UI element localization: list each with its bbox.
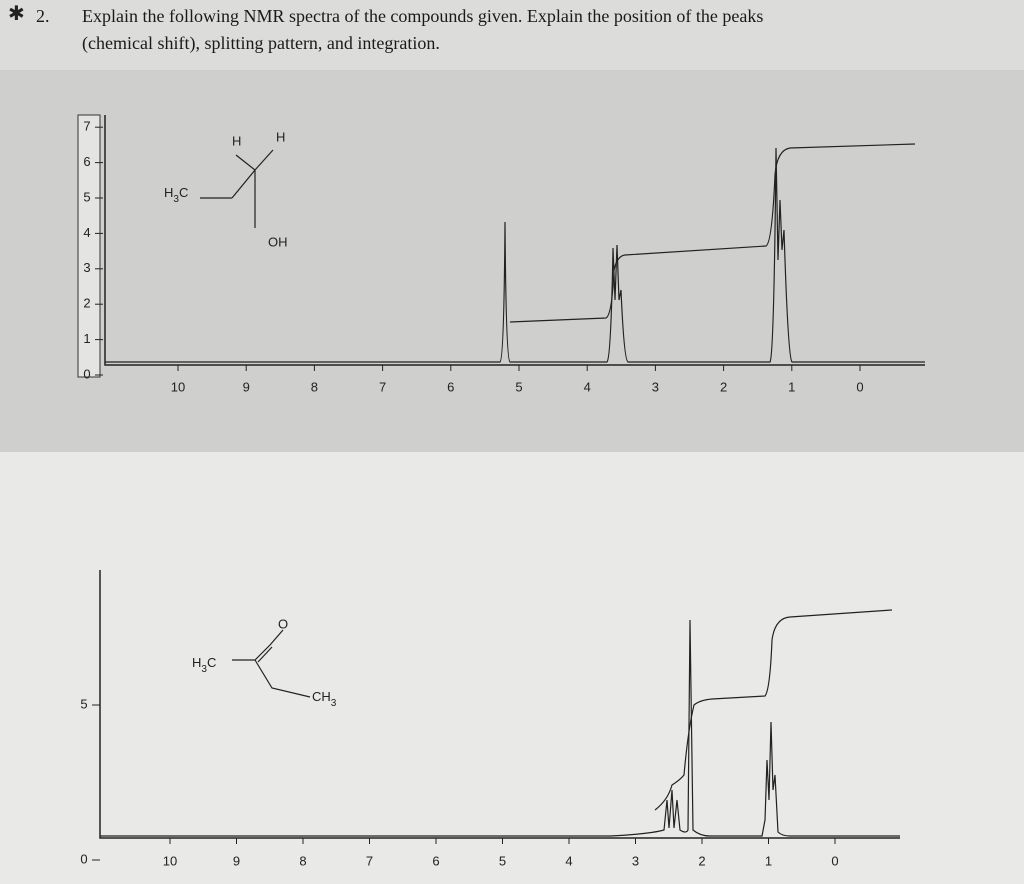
question-line: Explain the following NMR spectra of the… (82, 6, 763, 26)
y-tick-label: 0 (83, 366, 90, 381)
x-tick-label: 7 (366, 853, 373, 868)
bottom-panel (0, 452, 1024, 884)
x-tick-label: 7 (379, 379, 386, 394)
atom-label: H3C (192, 655, 216, 674)
x-tick-label: 8 (299, 853, 306, 868)
atom-label: H (276, 129, 285, 144)
x-tick-label: 3 (652, 379, 659, 394)
atom-label: OH (268, 234, 288, 249)
spectrum-1: H H H3C OH (77, 114, 925, 378)
integration-curve (654, 609, 893, 811)
atom-label: H (232, 133, 241, 148)
x-tick-label: 0 (856, 379, 863, 394)
y-tick-label: 7 (83, 119, 90, 134)
star-mark: ✱ (8, 3, 25, 25)
x-tick-label: 1 (788, 379, 795, 394)
x-tick-label: 0 (831, 853, 838, 868)
integration-curve (509, 143, 916, 323)
x-tick-label: 10 (171, 379, 185, 394)
y-tick-label: 5 (83, 189, 90, 204)
x-tick-label: 4 (584, 379, 591, 394)
axis (99, 570, 900, 839)
question-band (0, 0, 1024, 70)
question-number: 2. (36, 6, 50, 26)
y-tick-label: 0 (80, 851, 87, 866)
x-tick-label: 5 (499, 853, 506, 868)
molecule-bonds (232, 629, 311, 698)
x-tick-label: 2 (720, 379, 727, 394)
y-tick-label: 4 (83, 225, 90, 240)
atom-label: H3C (164, 185, 188, 204)
y-scale-box (77, 114, 101, 378)
x-tick-label: 1 (765, 853, 772, 868)
spectrum-2: O H3C CH3 (99, 570, 900, 839)
top-panel (0, 0, 1024, 452)
x-tick-label: 6 (432, 853, 439, 868)
x-tick-label: 9 (243, 379, 250, 394)
molecule-bonds (200, 149, 274, 228)
spectrum-trace (100, 619, 900, 837)
x-tick-label: 3 (632, 853, 639, 868)
question-line: (chemical shift), splitting pattern, and… (82, 33, 440, 54)
x-tick-label: 5 (515, 379, 522, 394)
axis (104, 115, 925, 366)
x-tick-label: 9 (233, 853, 240, 868)
y-tick-label: 6 (83, 154, 90, 169)
x-tick-label: 6 (447, 379, 454, 394)
x-tick-label: 10 (163, 853, 177, 868)
x-tick-label: 8 (311, 379, 318, 394)
spectrum-trace (105, 147, 925, 363)
y-tick-label: 1 (83, 331, 90, 346)
x-tick-label: 4 (565, 853, 572, 868)
x-tick-label: 2 (698, 853, 705, 868)
atom-label: CH3 (312, 689, 337, 708)
y-tick-label: 2 (83, 296, 90, 311)
atom-label: O (278, 616, 288, 631)
y-tick-label: 3 (83, 260, 90, 275)
y-tick-label: 5 (80, 696, 87, 711)
